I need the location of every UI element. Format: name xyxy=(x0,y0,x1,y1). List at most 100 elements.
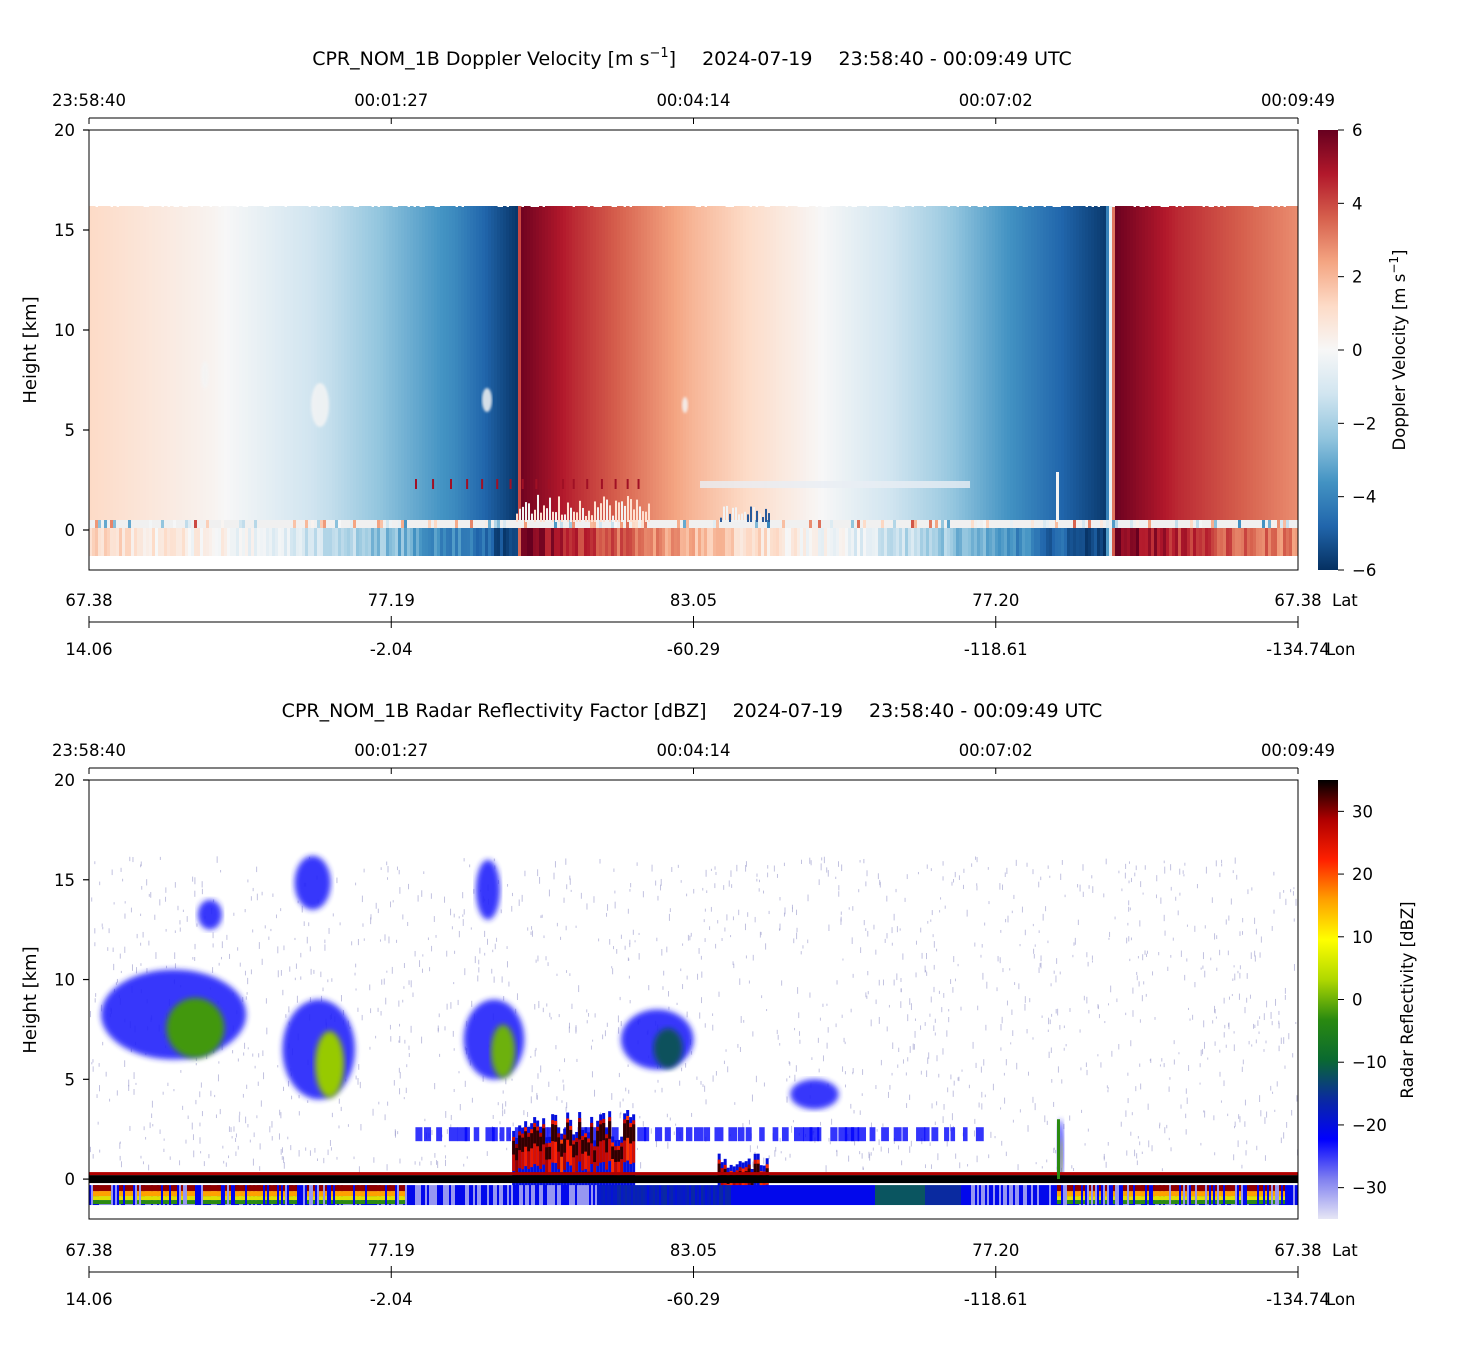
noise-speckle xyxy=(1204,1041,1206,1049)
subsurface-mirror-red xyxy=(105,1185,108,1192)
subsurface-column xyxy=(413,1185,416,1206)
subsurface-mirror-orange xyxy=(109,1191,112,1197)
precip-column-peak xyxy=(563,1138,567,1153)
velocity-column xyxy=(140,206,144,520)
velocity-subsurface-column xyxy=(977,528,981,556)
velocity-subsurface-column xyxy=(950,528,954,556)
subsurface-mirror-green xyxy=(349,1200,352,1205)
velocity-subsurface-column xyxy=(239,528,243,556)
velocity-column xyxy=(998,206,1002,520)
subsurface-mirror-green xyxy=(1261,1200,1264,1205)
velocity-column xyxy=(332,206,336,520)
subsurface-column xyxy=(749,1185,752,1206)
noise-speckle xyxy=(191,1122,193,1130)
noise-speckle xyxy=(926,1070,928,1078)
noise-speckle xyxy=(1097,1005,1099,1010)
velocity-column xyxy=(1244,206,1248,520)
noise-speckle xyxy=(354,972,356,976)
lon-tick-label: -60.29 xyxy=(667,1290,720,1309)
noise-speckle xyxy=(569,878,571,885)
subsurface-mirror-yellow xyxy=(1233,1196,1236,1201)
subsurface-mirror-green xyxy=(1181,1200,1184,1205)
surface-band-column xyxy=(416,520,420,528)
noise-speckle xyxy=(99,881,101,886)
velocity-column xyxy=(725,207,729,521)
noise-speckle xyxy=(661,1087,663,1093)
noise-speckle xyxy=(1192,1014,1194,1020)
noise-speckle xyxy=(886,895,888,902)
velocity-column xyxy=(1064,206,1068,520)
subsurface-column xyxy=(631,1185,634,1206)
noise-speckle xyxy=(97,1121,99,1125)
precip-spike xyxy=(624,505,626,522)
surface-band-column xyxy=(1148,520,1152,528)
noise-speckle xyxy=(1139,1019,1141,1023)
noise-speckle xyxy=(203,1161,205,1167)
surface-band-column xyxy=(1061,520,1065,528)
surface-band-column xyxy=(1241,520,1245,528)
velocity-column xyxy=(248,206,252,520)
subsurface-column xyxy=(871,1185,874,1206)
noise-speckle xyxy=(934,1121,936,1126)
surface-band-column xyxy=(698,520,702,528)
subsurface-mirror-green xyxy=(1175,1200,1178,1205)
subsurface-column xyxy=(781,1185,784,1206)
velocity-subsurface-column xyxy=(1232,528,1236,556)
velocity-subsurface-column xyxy=(281,528,285,556)
noise-speckle xyxy=(1103,1156,1105,1160)
velocity-column xyxy=(500,207,504,521)
velocity-column xyxy=(914,206,918,520)
velocity-subsurface-column xyxy=(881,528,885,556)
noise-speckle xyxy=(527,927,529,931)
velocity-column xyxy=(374,206,378,520)
noise-speckle xyxy=(94,998,96,1003)
subsurface-mirror-red xyxy=(1167,1185,1170,1192)
velocity-column xyxy=(767,207,771,521)
noise-speckle xyxy=(1161,1168,1163,1172)
subsurface-mirror-red xyxy=(1191,1185,1194,1192)
surface-band-column xyxy=(896,520,900,528)
noise-speckle xyxy=(1271,1021,1273,1026)
velocity-column xyxy=(965,206,969,520)
noise-speckle xyxy=(796,932,798,940)
subsurface-mirror-yellow xyxy=(1143,1196,1146,1201)
velocity-subsurface-column xyxy=(230,528,234,556)
noise-speckle xyxy=(280,970,282,976)
precip-spike xyxy=(543,505,545,522)
subsurface-mirror-yellow xyxy=(1161,1196,1164,1201)
surface-band-column xyxy=(428,520,432,528)
subsurface-column xyxy=(597,1185,600,1206)
velocity-subsurface-column xyxy=(362,528,366,556)
noise-speckle xyxy=(463,858,465,862)
subsurface-mirror-orange xyxy=(1071,1191,1074,1197)
subsurface-mirror-orange xyxy=(379,1191,382,1197)
noise-speckle xyxy=(1189,1018,1191,1021)
velocity-column xyxy=(92,206,96,520)
noise-speckle xyxy=(237,1058,239,1062)
noise-speckle xyxy=(146,968,148,974)
velocity-subsurface-column xyxy=(515,528,519,556)
noise-speckle xyxy=(445,1155,447,1159)
noise-speckle xyxy=(1242,917,1244,923)
subsurface-mirror-red xyxy=(1231,1185,1234,1192)
subsurface-mirror-red xyxy=(1113,1185,1116,1192)
subsurface-column xyxy=(875,1185,878,1206)
noise-speckle xyxy=(632,1103,634,1109)
precip-column-core xyxy=(566,1118,570,1162)
subsurface-column xyxy=(463,1185,466,1206)
noise-speckle xyxy=(797,987,799,994)
velocity-column xyxy=(515,206,519,520)
noise-speckle xyxy=(748,1119,750,1125)
noise-speckle xyxy=(779,896,781,901)
noise-speckle xyxy=(1029,998,1031,1003)
subsurface-mirror-green xyxy=(369,1200,372,1205)
subsurface-mirror-green xyxy=(339,1200,342,1205)
surface-band-column xyxy=(563,520,567,528)
noise-speckle xyxy=(363,868,365,873)
surface-band-column xyxy=(200,520,204,528)
precip-column-peak xyxy=(599,1124,603,1142)
low-layer-segment xyxy=(637,1127,647,1142)
subsurface-column xyxy=(905,1185,908,1206)
noise-speckle xyxy=(1186,958,1188,962)
